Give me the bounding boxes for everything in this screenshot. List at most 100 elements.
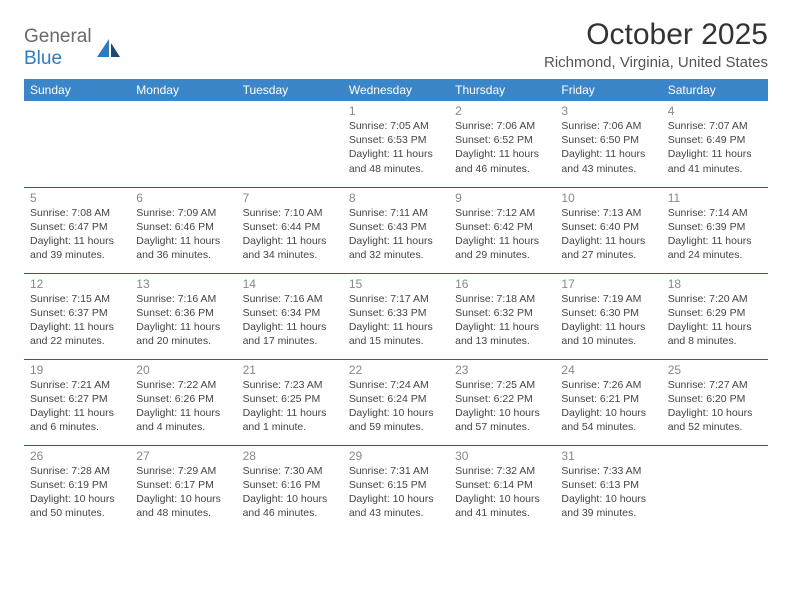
day-number: 29 bbox=[349, 449, 443, 463]
day-detail-line: Sunrise: 7:20 AM bbox=[668, 293, 748, 305]
day-detail-line: Daylight: 11 hours bbox=[561, 148, 645, 160]
day-number: 7 bbox=[243, 191, 337, 205]
day-detail-line: Sunrise: 7:27 AM bbox=[668, 379, 748, 391]
day-number: 20 bbox=[136, 363, 230, 377]
day-detail-line: Sunset: 6:34 PM bbox=[243, 307, 321, 319]
day-detail-line: and 59 minutes. bbox=[349, 421, 424, 433]
day-detail-line: Sunset: 6:22 PM bbox=[455, 393, 533, 405]
day-number: 9 bbox=[455, 191, 549, 205]
day-detail-text: Sunrise: 7:32 AMSunset: 6:14 PMDaylight:… bbox=[455, 464, 549, 521]
day-detail-line: Sunrise: 7:21 AM bbox=[30, 379, 110, 391]
day-detail-line: and 34 minutes. bbox=[243, 249, 318, 261]
dayheader-sunday: Sunday bbox=[24, 79, 130, 101]
calendar-day-cell: 27Sunrise: 7:29 AMSunset: 6:17 PMDayligh… bbox=[130, 445, 236, 531]
dayheader-monday: Monday bbox=[130, 79, 236, 101]
day-number: 19 bbox=[30, 363, 124, 377]
day-detail-line: and 15 minutes. bbox=[349, 335, 424, 347]
day-number: 25 bbox=[668, 363, 762, 377]
day-detail-line: and 41 minutes. bbox=[455, 507, 530, 519]
day-detail-line: Daylight: 11 hours bbox=[561, 235, 645, 247]
day-detail-text: Sunrise: 7:31 AMSunset: 6:15 PMDaylight:… bbox=[349, 464, 443, 521]
calendar-day-cell: 7Sunrise: 7:10 AMSunset: 6:44 PMDaylight… bbox=[237, 187, 343, 273]
day-detail-line: and 22 minutes. bbox=[30, 335, 105, 347]
day-number: 26 bbox=[30, 449, 124, 463]
day-detail-line: Sunrise: 7:17 AM bbox=[349, 293, 429, 305]
calendar-day-cell: 25Sunrise: 7:27 AMSunset: 6:20 PMDayligh… bbox=[662, 359, 768, 445]
day-detail-text: Sunrise: 7:14 AMSunset: 6:39 PMDaylight:… bbox=[668, 206, 762, 263]
day-detail-line: and 39 minutes. bbox=[561, 507, 636, 519]
day-detail-line: Daylight: 11 hours bbox=[561, 321, 645, 333]
day-detail-line: Sunrise: 7:10 AM bbox=[243, 207, 323, 219]
day-detail-line: Sunset: 6:47 PM bbox=[30, 221, 108, 233]
day-detail-line: Sunset: 6:40 PM bbox=[561, 221, 639, 233]
dayheader-tuesday: Tuesday bbox=[237, 79, 343, 101]
calendar-week-row: 12Sunrise: 7:15 AMSunset: 6:37 PMDayligh… bbox=[24, 273, 768, 359]
calendar-week-row: 26Sunrise: 7:28 AMSunset: 6:19 PMDayligh… bbox=[24, 445, 768, 531]
day-detail-line: Sunset: 6:17 PM bbox=[136, 479, 214, 491]
day-detail-line: Daylight: 11 hours bbox=[668, 235, 752, 247]
day-number: 6 bbox=[136, 191, 230, 205]
day-detail-line: Daylight: 11 hours bbox=[455, 148, 539, 160]
day-number: 24 bbox=[561, 363, 655, 377]
day-detail-text: Sunrise: 7:12 AMSunset: 6:42 PMDaylight:… bbox=[455, 206, 549, 263]
day-detail-line: Sunrise: 7:15 AM bbox=[30, 293, 110, 305]
day-detail-line: Daylight: 10 hours bbox=[561, 407, 646, 419]
day-detail-line: Sunset: 6:30 PM bbox=[561, 307, 639, 319]
day-detail-text: Sunrise: 7:21 AMSunset: 6:27 PMDaylight:… bbox=[30, 378, 124, 435]
day-detail-line: Daylight: 11 hours bbox=[668, 321, 752, 333]
day-number: 13 bbox=[136, 277, 230, 291]
day-detail-line: Sunset: 6:52 PM bbox=[455, 134, 533, 146]
day-number: 10 bbox=[561, 191, 655, 205]
day-detail-line: and 41 minutes. bbox=[668, 163, 743, 175]
day-detail-line: and 57 minutes. bbox=[455, 421, 530, 433]
calendar-day-cell: 14Sunrise: 7:16 AMSunset: 6:34 PMDayligh… bbox=[237, 273, 343, 359]
day-detail-line: Daylight: 11 hours bbox=[243, 321, 327, 333]
day-detail-line: Sunset: 6:43 PM bbox=[349, 221, 427, 233]
day-detail-text: Sunrise: 7:16 AMSunset: 6:36 PMDaylight:… bbox=[136, 292, 230, 349]
day-number: 30 bbox=[455, 449, 549, 463]
calendar-header-row: Sunday Monday Tuesday Wednesday Thursday… bbox=[24, 79, 768, 101]
day-detail-line: and 24 minutes. bbox=[668, 249, 743, 261]
calendar-day-cell: 3Sunrise: 7:06 AMSunset: 6:50 PMDaylight… bbox=[555, 101, 661, 187]
day-detail-line: Sunrise: 7:13 AM bbox=[561, 207, 641, 219]
day-detail-line: and 17 minutes. bbox=[243, 335, 318, 347]
day-detail-line: Sunset: 6:29 PM bbox=[668, 307, 746, 319]
day-detail-line: and 4 minutes. bbox=[136, 421, 205, 433]
calendar-day-cell: 19Sunrise: 7:21 AMSunset: 6:27 PMDayligh… bbox=[24, 359, 130, 445]
day-detail-text: Sunrise: 7:05 AMSunset: 6:53 PMDaylight:… bbox=[349, 119, 443, 176]
title-block: October 2025 Richmond, Virginia, United … bbox=[544, 18, 768, 71]
day-detail-line: Sunset: 6:25 PM bbox=[243, 393, 321, 405]
day-detail-line: Daylight: 10 hours bbox=[349, 493, 434, 505]
day-number: 14 bbox=[243, 277, 337, 291]
calendar-day-cell: 8Sunrise: 7:11 AMSunset: 6:43 PMDaylight… bbox=[343, 187, 449, 273]
month-title: October 2025 bbox=[544, 18, 768, 52]
day-detail-text: Sunrise: 7:17 AMSunset: 6:33 PMDaylight:… bbox=[349, 292, 443, 349]
calendar-week-row: 19Sunrise: 7:21 AMSunset: 6:27 PMDayligh… bbox=[24, 359, 768, 445]
day-detail-line: Sunset: 6:39 PM bbox=[668, 221, 746, 233]
day-detail-text: Sunrise: 7:15 AMSunset: 6:37 PMDaylight:… bbox=[30, 292, 124, 349]
day-number: 11 bbox=[668, 191, 762, 205]
day-detail-text: Sunrise: 7:18 AMSunset: 6:32 PMDaylight:… bbox=[455, 292, 549, 349]
day-number: 22 bbox=[349, 363, 443, 377]
day-detail-line: Daylight: 10 hours bbox=[455, 493, 540, 505]
day-detail-text: Sunrise: 7:28 AMSunset: 6:19 PMDaylight:… bbox=[30, 464, 124, 521]
day-detail-line: and 10 minutes. bbox=[561, 335, 636, 347]
day-number: 4 bbox=[668, 104, 762, 118]
day-detail-text: Sunrise: 7:24 AMSunset: 6:24 PMDaylight:… bbox=[349, 378, 443, 435]
day-detail-text: Sunrise: 7:10 AMSunset: 6:44 PMDaylight:… bbox=[243, 206, 337, 263]
dayheader-wednesday: Wednesday bbox=[343, 79, 449, 101]
calendar-day-cell bbox=[662, 445, 768, 531]
day-number: 2 bbox=[455, 104, 549, 118]
day-number: 28 bbox=[243, 449, 337, 463]
day-number: 27 bbox=[136, 449, 230, 463]
day-detail-text: Sunrise: 7:08 AMSunset: 6:47 PMDaylight:… bbox=[30, 206, 124, 263]
calendar-day-cell: 20Sunrise: 7:22 AMSunset: 6:26 PMDayligh… bbox=[130, 359, 236, 445]
day-detail-line: Daylight: 10 hours bbox=[243, 493, 328, 505]
day-detail-line: Daylight: 11 hours bbox=[30, 235, 114, 247]
day-detail-line: Sunset: 6:46 PM bbox=[136, 221, 214, 233]
day-detail-line: and 43 minutes. bbox=[349, 507, 424, 519]
day-detail-line: Daylight: 10 hours bbox=[561, 493, 646, 505]
calendar-day-cell bbox=[237, 101, 343, 187]
day-detail-line: Sunset: 6:14 PM bbox=[455, 479, 533, 491]
calendar-day-cell: 29Sunrise: 7:31 AMSunset: 6:15 PMDayligh… bbox=[343, 445, 449, 531]
